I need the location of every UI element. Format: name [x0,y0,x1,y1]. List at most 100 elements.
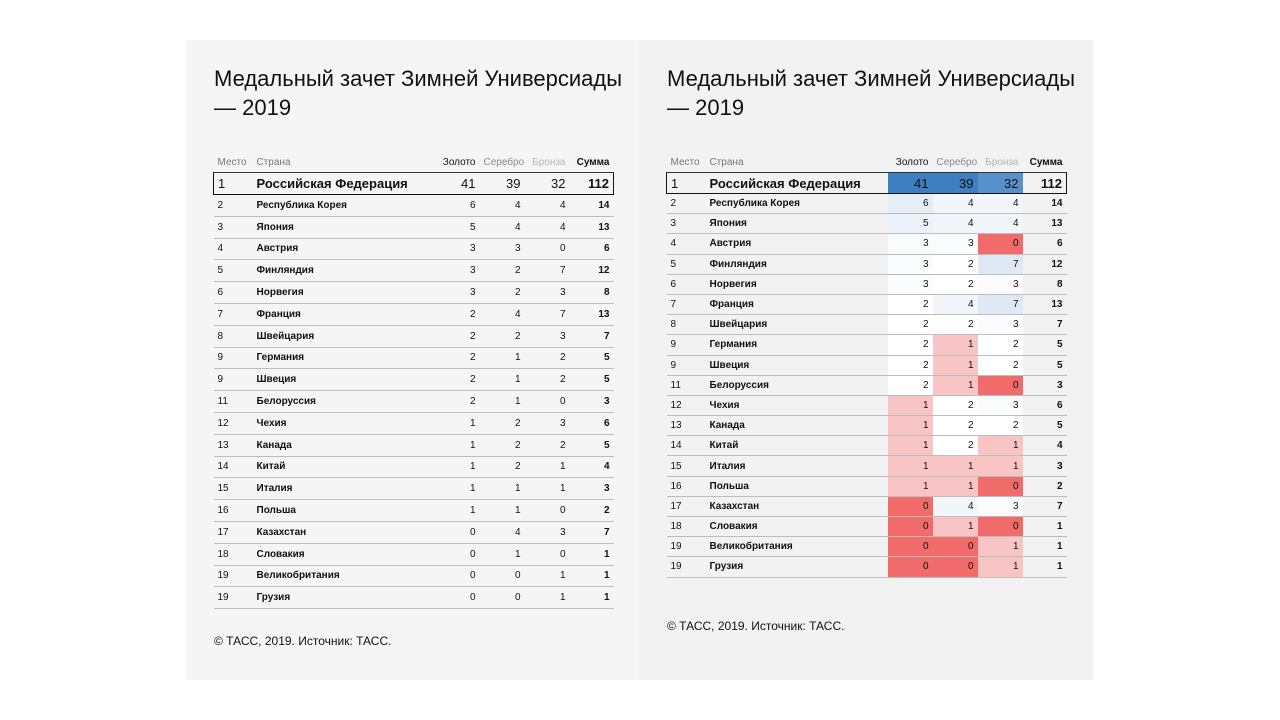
cell-silver: 1 [932,375,978,396]
cell-silver: 2 [479,325,525,348]
cell-silver: 2 [479,456,525,479]
cell-rank: 17 [213,521,253,544]
table-row: 8 Швейцария 2 2 3 7 [213,325,614,348]
cell-bronze: 0 [524,390,570,413]
cell-country: Финляндия [705,254,888,275]
header-total: Сумма [569,152,614,173]
cell-total: 2 [569,499,614,522]
cell-gold: 6 [887,193,933,215]
table-row: 17 Казахстан 0 4 3 7 [666,496,1067,518]
cell-silver: 2 [932,415,978,437]
cell-country: Великобритания [705,536,888,558]
cell-rank: 5 [213,259,253,283]
table-row: 12 Чехия 1 2 3 6 [666,395,1067,417]
cell-rank: 8 [666,314,706,336]
cell-total: 6 [569,412,614,435]
cell-total: 12 [569,259,614,283]
cell-bronze: 7 [524,259,570,283]
cell-bronze: 3 [977,314,1023,336]
table-row: 19 Великобритания 0 0 1 1 [666,536,1067,558]
cell-gold: 5 [887,213,933,235]
cell-rank: 16 [666,476,706,497]
cell-country: Канада [252,434,435,457]
table-row: 11 Белоруссия 2 1 0 3 [666,375,1067,396]
cell-country: Швеция [705,355,888,376]
table-row: 19 Великобритания 0 0 1 1 [213,565,614,588]
cell-total: 7 [569,521,614,544]
cell-total: 3 [569,390,614,413]
cell-country: Германия [705,334,888,356]
cell-country: Италия [252,477,435,501]
cell-total: 7 [569,325,614,348]
cell-country: Япония [252,216,435,239]
cell-rank: 6 [666,274,706,295]
source-note: © ТАСС, 2019. Источник: ТАСС. [667,619,845,633]
cell-bronze: 4 [977,213,1023,235]
cell-bronze: 2 [524,434,570,457]
cell-bronze: 4 [524,194,570,217]
table-row: 16 Польша 1 1 0 2 [213,499,614,522]
cell-gold: 3 [434,281,480,304]
cell-silver: 2 [932,435,978,457]
cell-silver: 4 [479,194,525,217]
table-row: 9 Швеция 2 1 2 5 [213,368,614,392]
cell-total: 7 [1022,314,1067,336]
cell-gold: 0 [887,536,933,558]
cell-silver: 1 [479,368,525,392]
cell-silver: 4 [479,521,525,544]
cell-bronze: 1 [977,435,1023,457]
table-row: 7 Франция 2 4 7 13 [213,303,614,326]
cell-bronze: 2 [524,368,570,392]
cell-gold: 2 [887,355,933,376]
cell-total: 6 [569,238,614,261]
cell-country: Польша [252,499,435,522]
cell-total: 14 [569,194,614,217]
cell-gold: 2 [434,303,480,326]
cell-bronze: 32 [524,172,570,195]
cell-gold: 1 [434,434,480,457]
cell-total: 1 [1022,556,1067,578]
cell-total: 1 [1022,536,1067,558]
table-row: 14 Китай 1 2 1 4 [213,456,614,479]
cell-country: Канада [705,415,888,437]
cell-gold: 1 [434,456,480,479]
cell-country: Норвегия [705,274,888,295]
table-row: 12 Чехия 1 2 3 6 [213,412,614,435]
cell-country: Швейцария [705,314,888,336]
cell-silver: 1 [479,347,525,370]
cell-country: Казахстан [252,521,435,544]
cell-gold: 2 [887,294,933,316]
header-rank: Место [666,152,706,173]
plain-table-panel: Медальный зачет Зимней Универсиады — 201… [186,40,639,680]
cell-gold: 2 [434,347,480,370]
cell-bronze: 0 [977,476,1023,497]
table-row: 13 Канада 1 2 2 5 [666,415,1067,437]
cell-total: 5 [569,368,614,392]
cell-country: Республика Корея [252,194,435,217]
cell-country: Швеция [252,368,435,392]
cell-silver: 3 [932,233,978,255]
cell-silver: 1 [932,334,978,356]
cell-rank: 2 [213,194,253,217]
cell-silver: 0 [932,536,978,558]
cell-bronze: 3 [977,496,1023,518]
cell-country: Италия [705,455,888,477]
cell-country: Белоруссия [252,390,435,413]
cell-bronze: 1 [524,477,570,501]
cell-country: Грузия [705,556,888,578]
cell-bronze: 3 [524,281,570,304]
cell-total: 12 [1022,254,1067,275]
cell-silver: 1 [932,355,978,376]
table-row: 16 Польша 1 1 0 2 [666,476,1067,497]
header-country: Страна [705,152,888,173]
cell-total: 5 [569,434,614,457]
cell-country: Республика Корея [705,193,888,215]
cell-country: Франция [705,294,888,316]
table-row: 8 Швейцария 2 2 3 7 [666,314,1067,336]
cell-total: 13 [1022,213,1067,235]
cell-bronze: 7 [977,294,1023,316]
cell-gold: 5 [434,216,480,239]
cell-rank: 15 [213,477,253,501]
cell-rank: 18 [213,543,253,566]
cell-country: Финляндия [252,259,435,283]
